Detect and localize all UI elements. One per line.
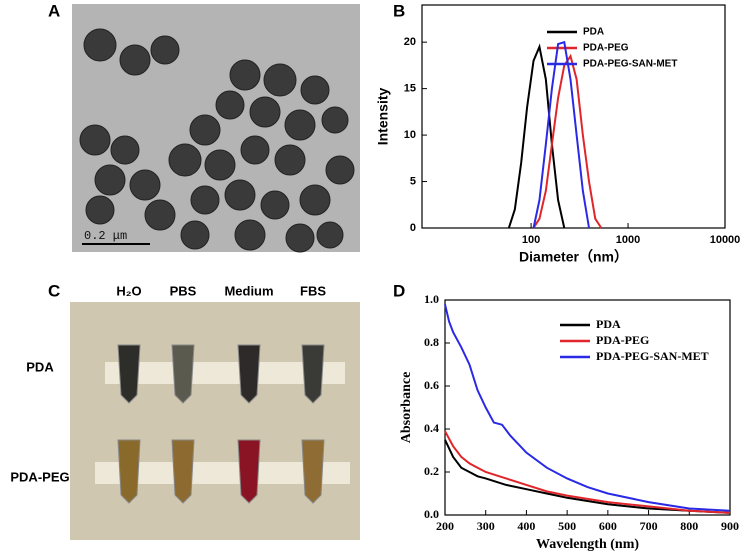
- legend-label: PDA: [583, 27, 604, 38]
- tem-image: 0.2 μm: [72, 4, 360, 253]
- column-label: FBS: [300, 283, 326, 298]
- column-label: H₂O: [116, 283, 141, 298]
- y-tick-label: 0.0: [424, 507, 439, 521]
- column-label: PBS: [170, 283, 197, 298]
- y-tick-label: 0.8: [424, 335, 439, 349]
- series-line: [444, 430, 731, 514]
- x-tick-label: 200: [436, 519, 454, 533]
- legend-label: PDA-PEG-SAN-MET: [596, 349, 709, 363]
- y-tick-label: 1.0: [424, 292, 439, 306]
- series-line: [444, 304, 731, 512]
- plot-frame: [421, 4, 726, 229]
- y-tick-label: 10: [404, 129, 416, 141]
- column-label: Medium: [224, 283, 273, 298]
- x-tick-label: 700: [640, 519, 658, 533]
- x-tick-label: 100: [522, 234, 540, 246]
- x-tick-label: 300: [477, 519, 495, 533]
- y-axis-label: Absorbance: [399, 372, 414, 444]
- y-tick-label: 0.4: [424, 421, 439, 435]
- x-tick-label: 800: [680, 519, 698, 533]
- y-tick-label: 15: [404, 83, 416, 95]
- y-tick-label: 0.6: [424, 378, 439, 392]
- legend-label: PDA-PEG: [596, 333, 649, 347]
- chart: 200 300 400 500 600 700 800 900 0.0 0.2 0.4 0.6 0.8 1…: [399, 292, 739, 552]
- plot-frame: [444, 299, 731, 516]
- y-axis-label: Intensity: [375, 88, 391, 146]
- series-line: [532, 53, 603, 229]
- x-axis-label: Diameter（nm）: [519, 249, 628, 265]
- x-tick-label: 1000: [616, 234, 640, 246]
- series-line: [532, 40, 591, 229]
- row-label: PDA-PEG: [10, 469, 69, 484]
- y-tick-label: 0.2: [424, 464, 439, 478]
- x-tick-label: 10000: [710, 234, 741, 246]
- tube-photo: [70, 302, 360, 540]
- y-tick-label: 5: [410, 175, 416, 187]
- series-line: [444, 439, 731, 514]
- x-tick-label: 900: [721, 519, 739, 533]
- series-line: [507, 43, 566, 229]
- x-tick-label: 500: [558, 519, 576, 533]
- x-axis-label: Wavelength (nm): [536, 537, 639, 552]
- legend-label: PDA-PEG: [583, 43, 629, 54]
- panel-label: B: [393, 1, 405, 20]
- row-label: PDA: [26, 359, 54, 374]
- legend-label: PDA-PEG-SAN-MET: [583, 59, 677, 70]
- y-tick-label: 20: [404, 36, 416, 48]
- panel-label: D: [393, 281, 405, 300]
- panel-label: C: [48, 281, 60, 300]
- panel-label: A: [48, 1, 60, 20]
- legend-label: PDA: [596, 317, 621, 331]
- y-tick-label: 0: [410, 222, 416, 234]
- x-tick-label: 600: [599, 519, 617, 533]
- x-tick-label: 400: [517, 519, 535, 533]
- chart: 100 1000 10000 0 5 10 15 20 Diameter（nm） Intensit…: [375, 4, 741, 265]
- scale-bar-label: 0.2 μm: [84, 229, 127, 243]
